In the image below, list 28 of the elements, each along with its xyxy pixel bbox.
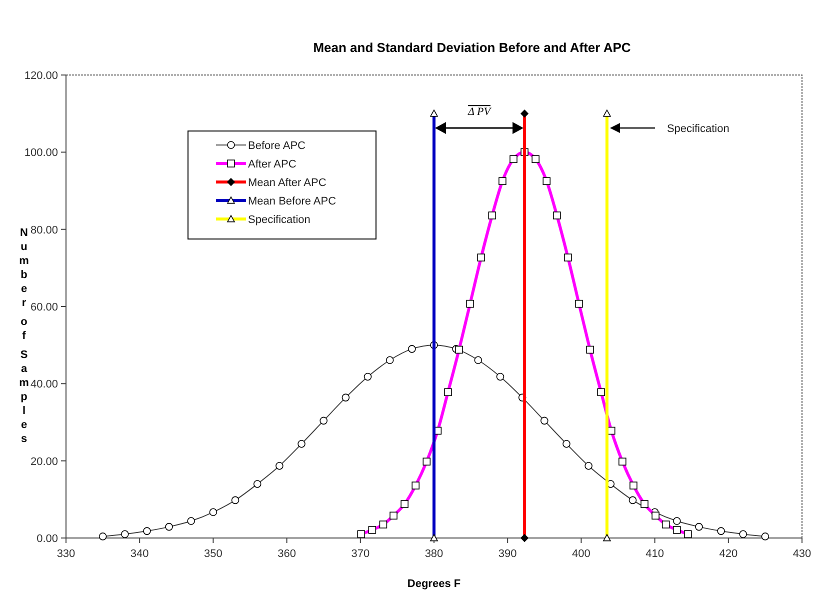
legend-label: Mean Before APC <box>248 196 336 208</box>
legend-label: Mean After APC <box>248 177 326 189</box>
x-tick-label: 340 <box>130 548 149 560</box>
chart-title: Mean and Standard Deviation Before and After APC <box>313 40 632 55</box>
x-axis-title: Degrees F <box>407 578 461 590</box>
y-tick-label: 120.00 <box>24 70 58 82</box>
x-tick-label: 430 <box>792 548 812 560</box>
x-tick-label: 400 <box>572 548 590 560</box>
x-tick-label: 380 <box>424 548 444 560</box>
y-tick-label: 80.00 <box>30 224 58 236</box>
legend-label: Specification <box>248 214 310 226</box>
y-tick-label: 60.00 <box>30 302 58 314</box>
legend-label: Before APC <box>248 140 306 152</box>
y-tick-label: 20.00 <box>30 456 58 468</box>
x-tick-label: 350 <box>204 548 222 560</box>
legend-label: After APC <box>248 158 296 170</box>
text: Number of Samples <box>19 227 29 445</box>
y-tick-label: 0.00 <box>36 533 58 545</box>
annotation: Δ PV <box>467 106 492 118</box>
x-tick-label: 370 <box>351 548 370 560</box>
x-tick-label: 420 <box>719 548 738 560</box>
x-tick-label: 410 <box>646 548 664 560</box>
x-tick-label: 330 <box>56 548 76 560</box>
annotation: Specification <box>666 123 730 135</box>
x-tick-label: 390 <box>498 548 517 560</box>
y-tick-label: 100.00 <box>24 147 58 160</box>
y-tick-label: 40.00 <box>30 378 58 391</box>
x-tick-label: 360 <box>278 548 296 560</box>
